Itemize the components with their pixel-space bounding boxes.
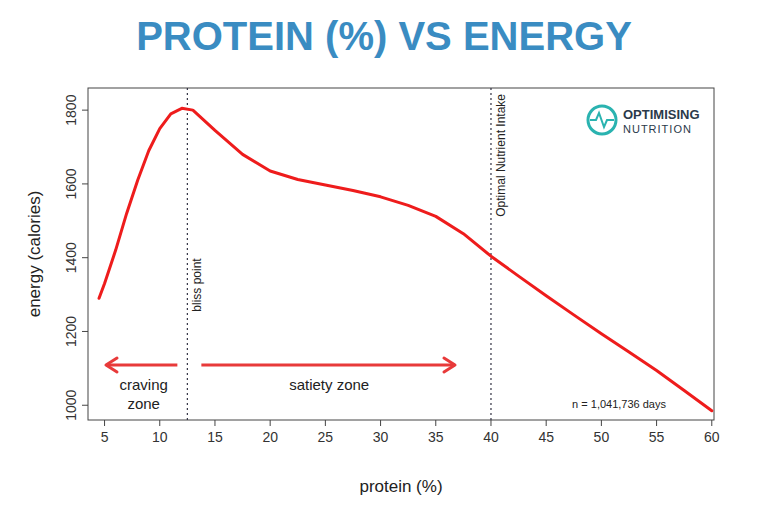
logo-text: NUTRITION — [623, 123, 692, 135]
zone-arrow-head — [106, 358, 117, 372]
y-tick — [82, 183, 88, 184]
x-tick-label: 55 — [649, 429, 665, 445]
zone-label: satiety zone — [289, 376, 369, 393]
line-series — [99, 108, 712, 410]
y-tick-label: 1600 — [63, 168, 79, 199]
x-tick — [435, 420, 436, 426]
zone-arrow — [201, 364, 455, 367]
logo-text: OPTIMISING — [623, 107, 700, 122]
y-tick — [82, 331, 88, 332]
x-tick — [325, 420, 326, 426]
y-tick-label: 1000 — [63, 389, 79, 420]
y-tick — [82, 110, 88, 111]
x-tick-label: 35 — [428, 429, 444, 445]
x-tick — [159, 420, 160, 426]
chart: PROTEIN (%) VS ENERGY 5 10 15 20 25 30 35 40 45 50… — [0, 0, 768, 523]
zone-arrow — [106, 364, 177, 367]
x-tick-label: 10 — [152, 429, 168, 445]
x-tick — [490, 420, 491, 426]
reference-label: Optimal Nutrient Intake — [494, 94, 508, 217]
x-tick-label: 45 — [538, 429, 554, 445]
logo-icon — [590, 113, 614, 127]
x-axis-title: protein (%) — [359, 477, 442, 496]
reference-label: bliss point — [190, 258, 204, 312]
y-tick — [82, 405, 88, 406]
x-tick — [104, 420, 105, 426]
title: PROTEIN (%) VS ENERGY — [136, 14, 632, 58]
x-tick-label: 60 — [704, 429, 720, 445]
annotation: n = 1,041,736 days — [572, 398, 666, 410]
x-tick — [380, 420, 381, 426]
x-tick — [601, 420, 602, 426]
x-tick-label: 40 — [483, 429, 499, 445]
x-tick — [546, 420, 547, 426]
plot-area — [99, 88, 712, 420]
x-tick-label: 50 — [594, 429, 610, 445]
y-tick-label: 1200 — [63, 316, 79, 347]
x-tick — [270, 420, 271, 426]
zone-label: cravingzone — [120, 376, 168, 412]
y-tick — [82, 257, 88, 258]
x-tick-label: 25 — [318, 429, 334, 445]
logo-icon — [588, 106, 616, 134]
x-tick — [711, 420, 712, 426]
plot-frame — [88, 88, 714, 420]
x-tick-label: 15 — [207, 429, 223, 445]
x-tick-label: 30 — [373, 429, 389, 445]
zone-arrow-head — [444, 358, 455, 372]
y-axis-title: energy (calories) — [25, 191, 44, 318]
y-tick-label: 1800 — [63, 94, 79, 125]
reference-line — [187, 88, 188, 420]
x-tick-label: 5 — [101, 429, 109, 445]
y-tick-label: 1400 — [63, 242, 79, 273]
x-tick — [656, 420, 657, 426]
x-tick-label: 20 — [262, 429, 278, 445]
x-tick — [214, 420, 215, 426]
